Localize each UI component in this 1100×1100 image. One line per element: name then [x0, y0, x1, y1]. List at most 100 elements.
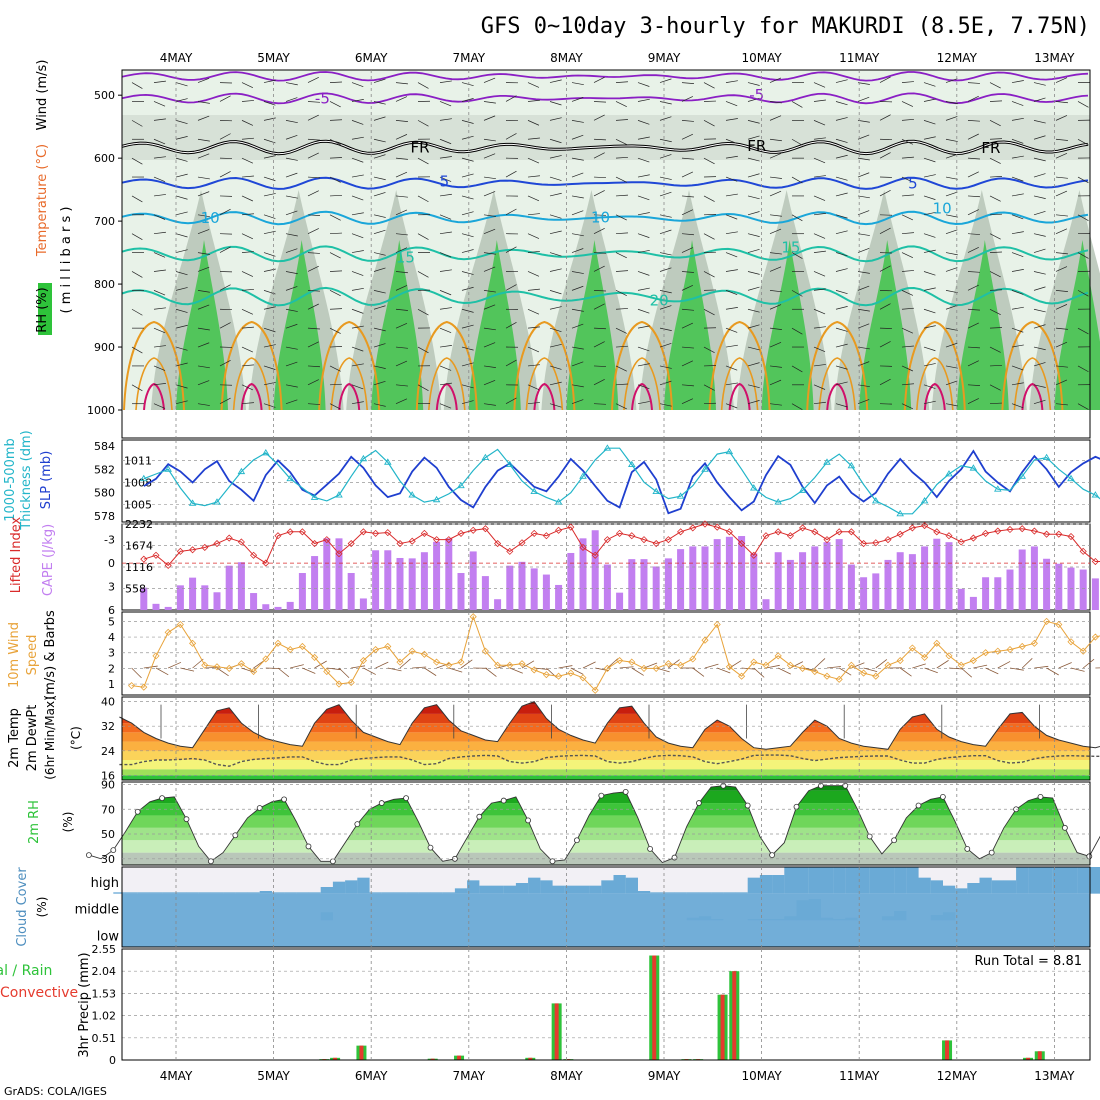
temp-contour-minus10 [121, 71, 1089, 82]
rh-marker [793, 803, 800, 810]
sounding-ylabel-rh: RH (%) [35, 287, 50, 332]
cloud-ylabel: Cloud Cover [15, 867, 30, 947]
wind-barb [505, 208, 517, 216]
wind-barb [967, 95, 979, 102]
temp-contour-30 [232, 357, 271, 411]
date-label-top: 8MAY [550, 51, 583, 65]
wind-barb [857, 285, 870, 291]
li-marker [786, 532, 794, 540]
cape-ylabel: CAPE (J/kg) [41, 524, 56, 596]
wind-barb [989, 289, 1003, 291]
temp-contour-label: 10 [201, 209, 220, 227]
wind10m-barb [851, 662, 865, 669]
thickness-marker [505, 460, 514, 468]
wind10m-marker [189, 639, 197, 647]
wind-barb [989, 120, 1001, 127]
wind-barb [989, 251, 1003, 253]
wind-barb [835, 268, 848, 272]
temp-contour-35 [728, 382, 751, 411]
wind-barb [329, 214, 341, 221]
wind10m-marker [847, 661, 855, 669]
wind-barb [1033, 308, 1046, 313]
wind-barb [285, 286, 298, 291]
wind-barb [263, 230, 276, 235]
cape-bar [701, 546, 709, 610]
wind-barb [131, 384, 143, 392]
wind10m-barb [326, 667, 341, 671]
wind-barb [659, 267, 672, 272]
temp-contour-35 [631, 382, 653, 411]
wind-barb [659, 327, 672, 331]
wind10m-barb [192, 658, 204, 669]
cloud-high-bar [650, 892, 663, 894]
wind-barb [285, 384, 298, 388]
rh2m-yunit: (%) [61, 812, 75, 833]
wind-barb [769, 77, 782, 83]
wind10m-barb [912, 663, 926, 669]
li-marker [762, 532, 770, 540]
temp-band [122, 775, 1090, 780]
rh-marker [964, 845, 971, 852]
wind-barb [197, 115, 210, 121]
wind-barb [197, 191, 210, 197]
cloud-high-bar [674, 892, 687, 894]
wind-barb [329, 194, 343, 197]
wind10m-marker [921, 653, 929, 661]
cloud-low-mid-fill [122, 893, 1090, 947]
wind-barb [483, 101, 496, 104]
li-marker [640, 536, 648, 544]
cape-bar [140, 587, 148, 610]
wind-barb [593, 114, 605, 121]
wind10m-barb [704, 663, 719, 669]
wind-barb [681, 120, 694, 122]
wind-barb [307, 252, 320, 254]
wind-barb [417, 308, 429, 316]
wind-barb [175, 233, 188, 238]
series-2m-dewpt [119, 754, 1100, 767]
wind-barb [527, 82, 540, 88]
wind-barb [725, 101, 738, 107]
wind-barb [923, 195, 936, 200]
wind-barb [747, 173, 760, 178]
wind10m-marker [494, 661, 502, 669]
wind-barb [725, 80, 738, 83]
wind-barb [571, 384, 584, 388]
temp-contour-35 [240, 382, 263, 411]
li-marker [982, 529, 990, 537]
rh-marker [573, 837, 580, 844]
wind-barb [439, 403, 452, 409]
wind10m-marker [335, 680, 343, 688]
cape-bar [311, 556, 319, 610]
precip-conv-bar [1026, 1057, 1031, 1060]
wind-barb [1055, 77, 1068, 83]
wind-barb [549, 192, 562, 197]
cape-bar [494, 599, 502, 610]
wind-barb [747, 248, 760, 253]
wind10m-ytick-label: 1 [108, 678, 115, 691]
rh-wet-region [956, 240, 1009, 410]
wind-barb [505, 397, 517, 405]
wind-barb [153, 194, 166, 197]
rh-marker [549, 858, 556, 865]
wind-barb [813, 364, 826, 367]
wind-barb [637, 363, 650, 367]
wind-barb [945, 327, 958, 331]
wind10m-barb [277, 667, 290, 678]
precip-legend-total: tal / Rain [0, 963, 52, 979]
temp-band [122, 760, 1090, 770]
wind-barb [1033, 286, 1046, 291]
wind-barb [681, 247, 694, 253]
rh-marker [744, 802, 751, 809]
wind-barb [637, 401, 650, 405]
cloud-high-bar [857, 867, 870, 894]
wind-barb [945, 153, 958, 159]
cape-ytick-label: 1674 [125, 540, 153, 553]
wind-barb [1055, 403, 1068, 406]
wind10m-barb [399, 658, 411, 669]
wind-barb [659, 176, 672, 180]
wind10m-marker [908, 644, 916, 652]
wind-barb [527, 250, 540, 253]
wind-barb [989, 213, 1003, 216]
wind-barb [175, 249, 188, 253]
temp-contour-freezing-inner [121, 140, 1089, 155]
